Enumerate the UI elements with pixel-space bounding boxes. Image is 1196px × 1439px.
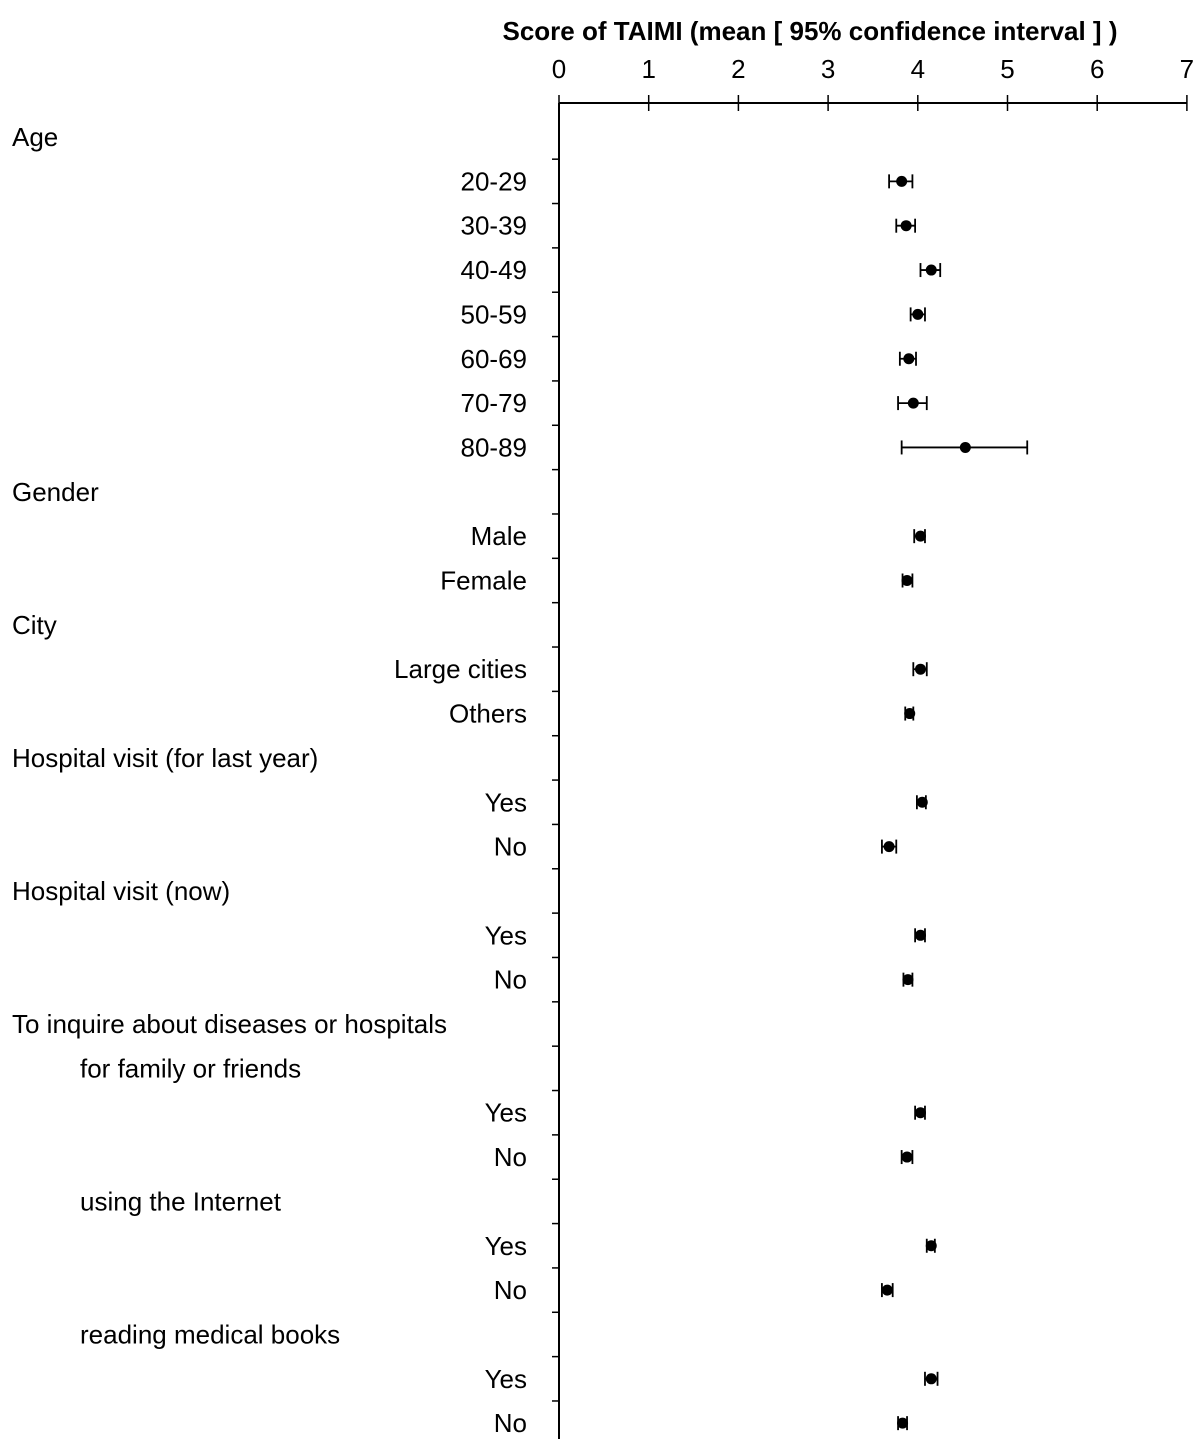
group-header: reading medical books (80, 1319, 340, 1349)
mean-point (901, 575, 913, 586)
row-label: 30-39 (461, 211, 528, 241)
mean-point (914, 1107, 926, 1119)
x-tick-label: 1 (641, 54, 655, 84)
row-label: Yes (485, 787, 527, 817)
row-label: No (494, 1408, 527, 1438)
mean-point (916, 796, 928, 808)
mean-point (904, 708, 916, 720)
row-label: Others (449, 699, 527, 729)
row-label: No (494, 1275, 527, 1305)
row-labels: Age 20-29 30-39 40-49 50-59 60-69 70-79 80-89 Ge… (12, 122, 527, 1438)
mean-point (903, 353, 915, 365)
group-header: City (12, 610, 57, 640)
mean-point (881, 1284, 893, 1296)
row-label: Yes (485, 1231, 527, 1261)
mean-point (914, 663, 926, 675)
row-label: No (494, 965, 527, 995)
group-header: To inquire about diseases or hospitals (12, 1009, 447, 1039)
row-label: Male (471, 521, 527, 551)
mean-point (907, 397, 919, 409)
group-header: Gender (12, 477, 99, 507)
group-header: for family or friends (80, 1053, 301, 1083)
group-header: Age (12, 122, 58, 152)
mean-point (900, 220, 912, 232)
x-tick-label: 5 (1000, 54, 1014, 84)
row-label: 40-49 (461, 255, 528, 285)
row-label: 70-79 (461, 388, 528, 418)
row-label: 60-69 (461, 344, 528, 374)
row-label: Yes (485, 1364, 527, 1394)
row-label: 50-59 (461, 299, 528, 329)
x-tick-label: 4 (911, 54, 925, 84)
mean-point (925, 264, 937, 276)
mean-point (883, 841, 895, 853)
mean-point (902, 974, 914, 986)
mean-point (925, 1373, 937, 1385)
mean-point (925, 1240, 937, 1252)
group-header: Hospital visit (now) (12, 876, 230, 906)
x-tick-label: 7 (1180, 54, 1194, 84)
row-label: Yes (485, 1098, 527, 1128)
mean-point (959, 441, 971, 453)
mean-point (914, 929, 926, 941)
row-label: 20-29 (461, 166, 528, 196)
group-header: using the Internet (80, 1186, 282, 1216)
row-label: Large cities (394, 654, 527, 684)
group-header: Hospital visit (for last year) (12, 743, 318, 773)
row-label: No (494, 1142, 527, 1172)
mean-point (897, 1417, 909, 1429)
mean-point (901, 1151, 913, 1163)
row-label: 80-89 (461, 432, 528, 462)
mean-point (896, 175, 908, 187)
mean-point (912, 308, 924, 320)
row-label: Yes (485, 920, 527, 950)
x-tick-label: 0 (552, 54, 566, 84)
axis-title: Score of TAIMI (mean [ 95% confidence in… (503, 16, 1118, 46)
data-marks (881, 174, 1029, 1431)
row-label: No (494, 832, 527, 862)
row-label: Female (440, 566, 527, 596)
mean-point (914, 530, 926, 542)
x-tick-label: 2 (731, 54, 745, 84)
x-tick-label: 6 (1090, 54, 1104, 84)
x-tick-label: 3 (821, 54, 835, 84)
x-axis: 0 1 2 3 4 5 6 7 (552, 54, 1194, 1439)
